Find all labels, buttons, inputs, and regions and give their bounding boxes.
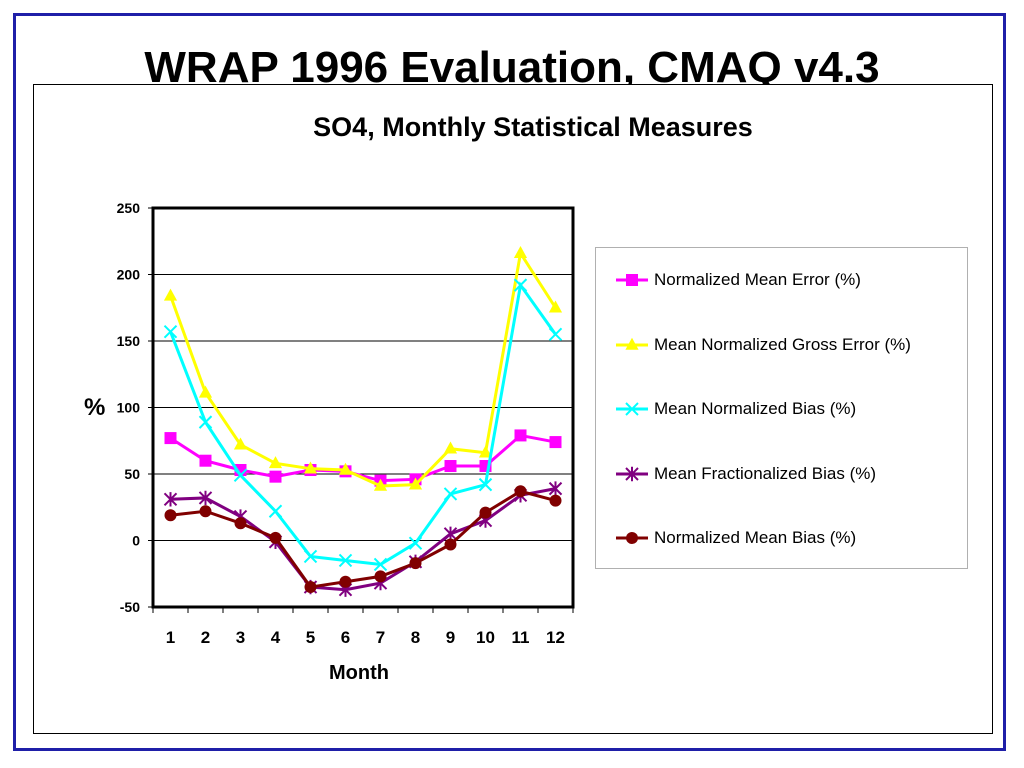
chart-title: SO4, Monthly Statistical Measures [313,112,753,142]
data-point [339,575,352,588]
x-tick-label: 6 [341,628,350,647]
legend-item: Mean Fractionalized Bias (%) [614,461,876,487]
data-point [513,278,528,292]
legend-marker [626,532,638,544]
series-line [170,489,556,589]
legend-item: Mean Normalized Gross Error (%) [614,332,911,358]
data-point [478,445,493,458]
data-point [408,536,423,550]
x-tick-label: 1 [166,628,175,647]
legend-swatch [616,402,648,416]
x-tick-label: 8 [411,628,420,647]
y-tick-label: 200 [117,267,141,283]
data-point [303,549,318,564]
data-point [338,462,353,475]
data-point [163,324,178,339]
data-point [443,487,458,501]
data-point [443,441,458,454]
data-point [549,436,562,449]
data-point [374,570,387,583]
data-point [444,538,457,551]
legend-swatch [616,532,648,544]
data-point [199,505,212,518]
legend-item: Mean Normalized Bias (%) [614,396,856,422]
legend-label: Mean Normalized Bias (%) [654,399,857,418]
slide-title: WRAP 1996 Evaluation, CMAQ v4.3 [144,43,880,92]
data-point [198,385,213,398]
series-5 [164,485,562,594]
data-point [444,460,457,473]
legend-marker [625,337,639,350]
legend-marker [625,466,639,481]
legend-label: Mean Normalized Gross Error (%) [654,334,911,354]
y-tick-label: 150 [117,333,141,349]
y-axis-label: % [84,394,106,421]
x-tick-label: 12 [546,628,565,647]
data-point [548,481,563,496]
data-point [548,300,563,313]
series-line [169,249,557,488]
data-point [549,494,562,507]
data-point [198,490,213,506]
data-point [408,477,423,490]
data-point [164,509,177,522]
data-point [513,246,528,259]
data-point [478,477,493,492]
legend: Normalized Mean Error (%) Mean Normalized… [595,247,968,569]
data-point [234,517,247,530]
legend-item: Normalized Mean Bias (%) [614,525,856,551]
data-point [269,470,282,483]
legend-label: Normalized Mean Bias (%) [654,528,857,547]
x-tick-label: 9 [446,628,455,647]
legend-item: Normalized Mean Error (%) [614,267,861,293]
legend-swatch [616,274,648,286]
y-tick-label: 250 [117,200,141,216]
x-tick-label: 10 [476,628,495,647]
x-tick-label: 7 [376,628,385,647]
data-point [409,557,422,570]
data-point [164,432,177,445]
data-point [338,553,353,568]
data-point [373,478,388,491]
y-tick-label: -50 [120,599,140,615]
legend-swatch [616,337,648,350]
legend-swatch [616,466,648,481]
data-point [548,327,563,342]
series-2 [163,246,563,491]
y-tick-label: 0 [132,533,140,549]
data-point [233,468,248,483]
x-tick-label: 5 [306,628,315,647]
data-point [163,492,178,507]
x-tick-label: 2 [201,628,210,647]
data-point [304,581,317,594]
data-point [479,506,492,519]
series-line [169,281,557,566]
data-point [303,461,318,474]
y-tick-label: 50 [124,466,140,482]
data-point [514,485,527,498]
y-tick-label: 100 [117,400,141,416]
x-tick-label: 3 [236,628,245,647]
legend-label: Mean Fractionalized Bias (%) [654,463,877,483]
plot-border [151,206,575,609]
x-axis-label: Month [329,662,389,684]
data-point [373,557,388,572]
data-point [268,456,283,469]
legend-marker [626,274,638,286]
data-point [268,504,283,518]
series-3 [163,278,563,572]
legend-marker [625,402,639,416]
legend-label: Normalized Mean Error (%) [654,270,861,289]
data-point [163,288,178,301]
data-point [198,415,213,429]
x-tick-label: 11 [512,628,530,647]
data-point [233,437,248,450]
x-tick-label: 4 [271,628,281,647]
series-line [170,487,556,592]
data-point [514,429,527,442]
data-point [199,454,212,467]
data-point [269,531,282,544]
